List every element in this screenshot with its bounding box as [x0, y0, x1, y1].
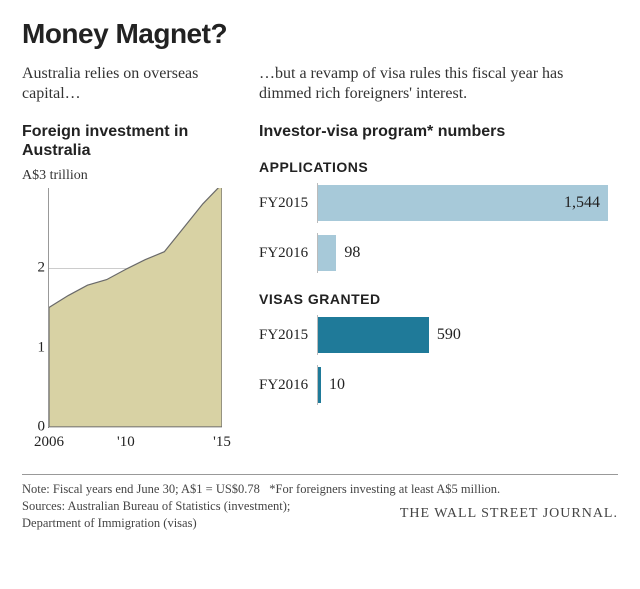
y-tick-label: 2: [27, 260, 45, 277]
bar-group: APPLICATIONS FY2015 1,544 FY2016 98: [259, 159, 618, 273]
bar-value: 1,544: [564, 194, 600, 212]
bar-fill: [318, 235, 336, 271]
bar-track: 10: [317, 365, 618, 405]
bar-label: FY2016: [259, 377, 317, 394]
left-intro: Australia relies on overseas capital…: [22, 64, 237, 108]
right-subhead: Investor-visa program* numbers: [259, 122, 618, 141]
bar-group-title: APPLICATIONS: [259, 159, 618, 175]
bar-row: FY2016 98: [259, 233, 618, 273]
bar-track: 1,544: [317, 183, 618, 223]
right-intro: …but a revamp of visa rules this fiscal …: [259, 64, 618, 108]
bar-row: FY2016 10: [259, 365, 618, 405]
footnote: Note: Fiscal years end June 30; A$1 = US…: [22, 481, 618, 498]
bar-track: 590: [317, 315, 618, 355]
footer: Note: Fiscal years end June 30; A$1 = US…: [22, 474, 618, 532]
x-tick-label: '15: [213, 434, 231, 451]
left-column: Australia relies on overseas capital… Fo…: [22, 64, 237, 458]
page-title: Money Magnet?: [22, 18, 618, 50]
bar-row: FY2015 1,544: [259, 183, 618, 223]
bar-label: FY2015: [259, 327, 317, 344]
bar-group: VISAS GRANTED FY2015 590 FY2016 10: [259, 291, 618, 405]
bar-value: 98: [344, 244, 360, 262]
bar-track: 98: [317, 233, 618, 273]
x-tick-label: '10: [117, 434, 135, 451]
y-axis-unit: A$3 trillion: [22, 168, 237, 184]
area-chart: 0122006'10'15: [22, 188, 222, 458]
bar-value: 10: [329, 376, 345, 394]
brand: THE WALL STREET JOURNAL.: [400, 505, 618, 524]
bar-fill: 1,544: [318, 185, 608, 221]
y-tick-label: 0: [27, 419, 45, 436]
x-tick-label: 2006: [34, 434, 64, 451]
bar-label: FY2015: [259, 195, 317, 212]
bar-row: FY2015 590: [259, 315, 618, 355]
right-column: …but a revamp of visa rules this fiscal …: [259, 64, 618, 458]
area-chart-plot: 0122006'10'15: [48, 188, 222, 428]
bar-label: FY2016: [259, 245, 317, 262]
bar-group-title: VISAS GRANTED: [259, 291, 618, 307]
bar-fill: [318, 367, 321, 403]
bar-value: 590: [437, 326, 461, 344]
y-tick-label: 1: [27, 339, 45, 356]
left-subhead: Foreign investment in Australia: [22, 122, 237, 160]
content-columns: Australia relies on overseas capital… Fo…: [22, 64, 618, 458]
gridline: [49, 427, 222, 428]
bar-chart-area: APPLICATIONS FY2015 1,544 FY2016 98 VISAS GRA…: [259, 159, 618, 405]
area-shape: [49, 188, 222, 427]
bar-fill: [318, 317, 429, 353]
